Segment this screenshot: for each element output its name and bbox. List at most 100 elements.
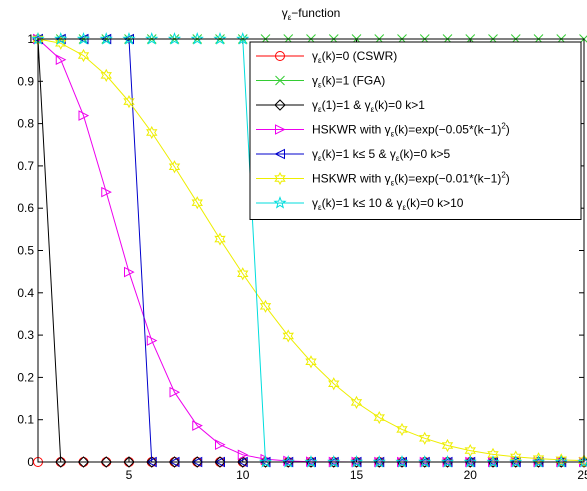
- data-point: [54, 32, 68, 45]
- data-point: [123, 95, 135, 109]
- data-point: [463, 455, 477, 468]
- data-point: [123, 456, 135, 468]
- data-point: [486, 455, 500, 468]
- data-point: [554, 455, 568, 468]
- data-point: [78, 110, 90, 121]
- data-point: [55, 456, 67, 468]
- data-point: [190, 32, 204, 45]
- legend-swatch-marker: [275, 51, 285, 61]
- legend-item: HSKWR with γε(k)=exp(−0.05*(k−1)2): [256, 122, 510, 139]
- data-point: [55, 36, 67, 50]
- data-point: [214, 232, 226, 246]
- data-point: [237, 456, 249, 468]
- data-point: [419, 431, 431, 445]
- data-point: [145, 32, 159, 45]
- data-point: [77, 48, 90, 63]
- data-point: [124, 266, 135, 278]
- legend-item: γε(k)=1 k≤ 10 & γε(k)=0 k>10: [256, 196, 464, 212]
- data-point: [167, 32, 182, 45]
- x-tick-label: 10: [236, 468, 250, 482]
- data-point: [146, 456, 158, 468]
- data-point: [101, 186, 112, 198]
- y-tick-label: 0.6: [17, 201, 34, 215]
- data-point: [191, 456, 203, 468]
- data-point: [237, 267, 249, 281]
- data-point: [55, 54, 67, 66]
- data-point: [77, 456, 90, 468]
- data-point: [100, 456, 112, 468]
- x-tick-label: 15: [350, 468, 364, 482]
- x-tick-label: 20: [464, 468, 478, 482]
- data-point: [99, 32, 113, 45]
- data-point: [577, 455, 587, 468]
- y-tick-label: 0.2: [17, 370, 34, 384]
- data-point: [418, 455, 432, 468]
- legend-swatch-marker: [273, 196, 287, 209]
- y-tick-label: 0.7: [17, 159, 34, 173]
- legend: γε(k)=0 (CSWR) γε(k)=1 (FGA) γε(1)=1 & γε(…: [249, 41, 582, 220]
- legend-label: γε(k)=1 (FGA): [312, 74, 385, 90]
- legend-swatch-marker: [274, 99, 286, 111]
- x-tick-label: 25: [577, 468, 587, 482]
- chart-title-suffix: −function: [291, 6, 340, 20]
- data-point: [555, 453, 567, 467]
- data-point: [373, 410, 385, 425]
- data-point: [327, 455, 341, 468]
- data-point: [192, 420, 203, 431]
- plot-frame: [37, 38, 585, 463]
- data-point: [169, 386, 181, 398]
- data-point: [440, 455, 455, 468]
- data-point: [281, 455, 295, 468]
- legend-item: γε(k)=0 (CSWR): [256, 49, 397, 65]
- y-tick-label: 0.1: [17, 413, 34, 427]
- y-tick-label: 0: [27, 455, 34, 469]
- data-point: [328, 377, 340, 391]
- data-point: [146, 335, 158, 346]
- legend-label: γε(k)=1 k≤ 5 & γε(k)=0 k>5: [312, 147, 450, 163]
- data-point: [304, 455, 318, 468]
- data-point: [282, 329, 294, 343]
- legend-item: γε(k)=1 k≤ 5 & γε(k)=0 k>5: [256, 147, 450, 163]
- data-point: [191, 196, 203, 210]
- data-point: [122, 32, 136, 45]
- legend-box: [249, 41, 582, 220]
- axis-ticks: 5 10 15 20 25 0 0.1 0.2 0.3 0.4 0.5 0.6 0.7 0.8 0.9 1: [17, 32, 587, 482]
- data-point: [487, 447, 499, 461]
- legend-label: γε(1)=1 & γε(k)=0 k>1: [312, 98, 425, 114]
- data-point: [168, 160, 181, 174]
- y-tick-label: 0.5: [17, 244, 34, 258]
- y-tick-label: 0.4: [17, 286, 34, 300]
- legend-label: γε(k)=1 k≤ 10 & γε(k)=0 k>10: [312, 196, 464, 212]
- data-point: [395, 455, 409, 468]
- y-tick-label: 0.9: [17, 74, 34, 88]
- data-point: [509, 455, 523, 468]
- legend-swatch-marker: [274, 148, 285, 160]
- data-point: [305, 355, 317, 369]
- legend-swatch-marker: [275, 124, 286, 135]
- data-point: [76, 32, 91, 45]
- chart-title-sub: ε: [288, 13, 292, 22]
- legend-label: HSKWR with γε(k)=exp(−0.01*(k−1)2): [312, 171, 510, 188]
- chart-title: γε−function: [282, 6, 341, 22]
- data-point: [214, 456, 226, 468]
- chart-title-main: γ: [282, 6, 288, 20]
- data-point: [396, 422, 408, 437]
- legend-item: γε(1)=1 & γε(k)=0 k>1: [256, 98, 425, 114]
- data-point: [237, 449, 249, 461]
- data-point: [168, 456, 181, 468]
- data-point: [372, 455, 386, 468]
- legend-label: HSKWR with γε(k)=exp(−0.05*(k−1)2): [312, 122, 510, 139]
- series-line: [37, 38, 585, 462]
- data-point: [100, 68, 112, 82]
- data-point: [349, 455, 364, 468]
- data-point: [258, 455, 273, 468]
- data-point: [213, 32, 227, 45]
- data-point: [146, 125, 158, 140]
- legend-swatch-marker: [275, 75, 285, 86]
- y-tick-label: 1: [27, 32, 34, 46]
- data-point: [441, 438, 454, 453]
- data-point: [259, 299, 272, 313]
- data-point: [578, 454, 587, 468]
- legend-item: HSKWR with γε(k)=exp(−0.01*(k−1)2): [256, 171, 510, 188]
